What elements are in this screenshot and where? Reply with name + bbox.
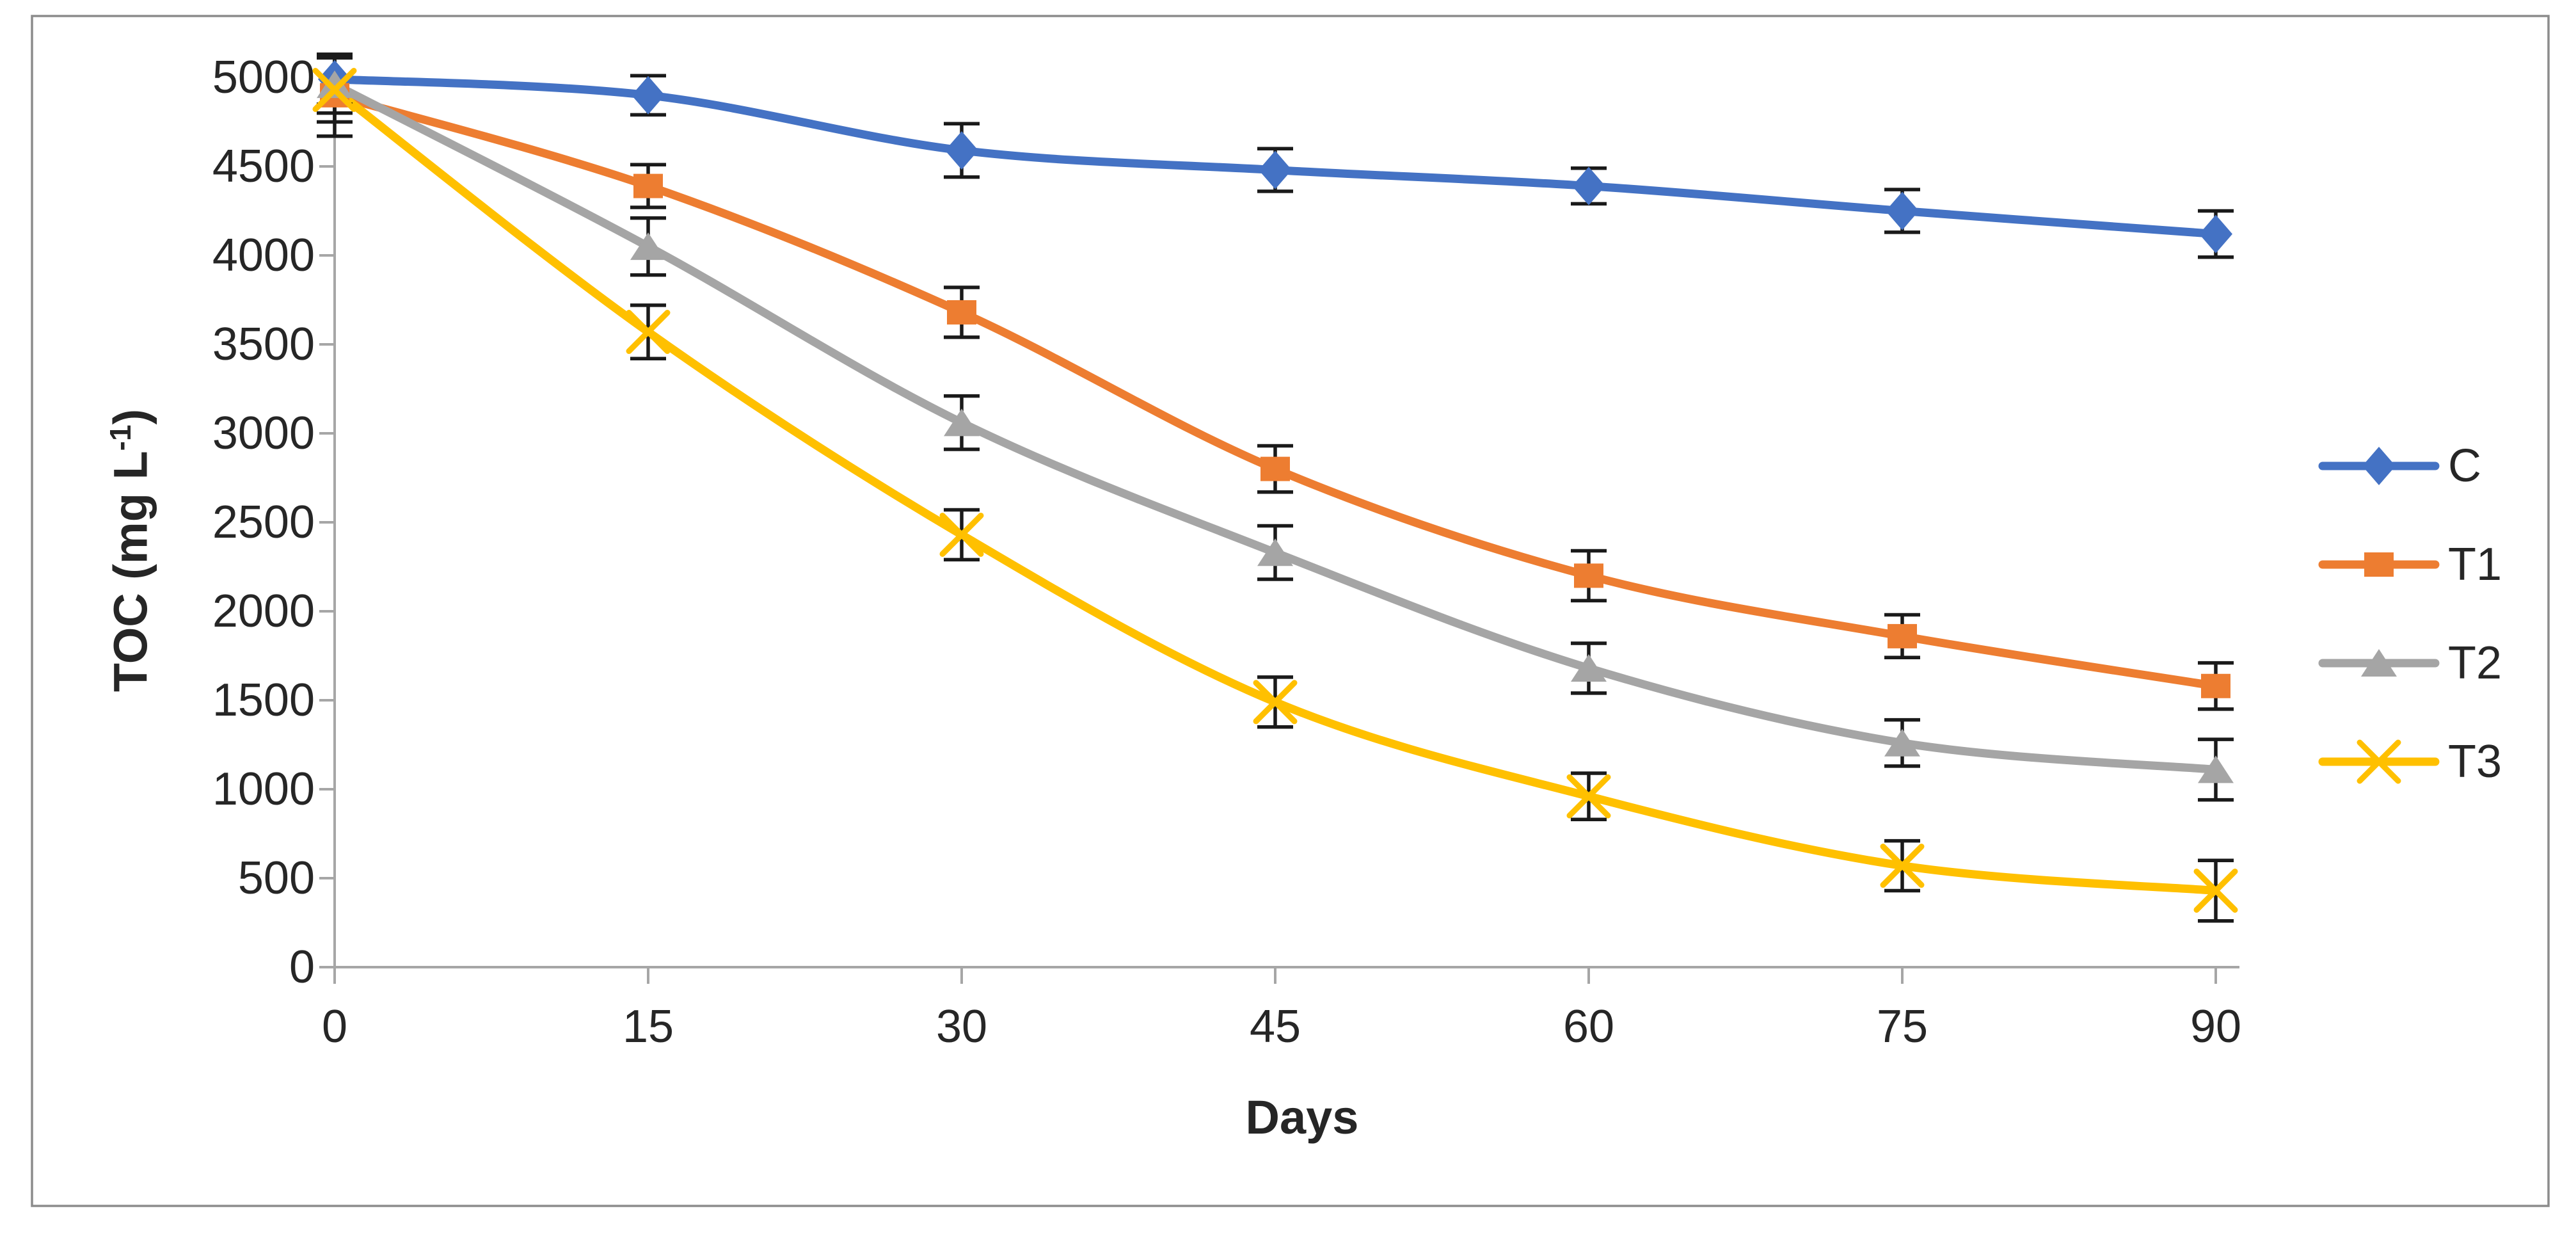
legend-marker-T3 bbox=[2357, 739, 2401, 784]
data-point-C-day45 bbox=[1259, 150, 1292, 189]
data-point-T2-day90 bbox=[2198, 755, 2234, 783]
error-bars bbox=[317, 52, 2234, 923]
data-point-C-day75 bbox=[1886, 191, 1919, 230]
axes: 0 500 1000 1500 2000 2500 3000 3500 4000 4500 5000… bbox=[212, 52, 2241, 1052]
data-point-T1-day75 bbox=[1888, 623, 1917, 648]
data-point-T3-day15-stroke2 bbox=[626, 310, 671, 355]
y-tick-label-2500: 2500 bbox=[212, 497, 315, 548]
y-tick-label-1500: 1500 bbox=[212, 675, 315, 726]
data-point-T2-day30 bbox=[944, 408, 980, 437]
legend-label-T1: T1 bbox=[2448, 539, 2502, 590]
data-point-C-day90 bbox=[2199, 214, 2232, 253]
data-point-T3-day30 bbox=[939, 512, 984, 557]
y-tick-label-3500: 3500 bbox=[212, 319, 315, 370]
y-tick-label-1000: 1000 bbox=[212, 764, 315, 815]
data-point-T3-day90-stroke2 bbox=[2193, 868, 2238, 913]
data-point-T3-day90 bbox=[2193, 868, 2238, 913]
x-tick-label-60: 60 bbox=[1563, 1001, 1614, 1052]
y-tick-label-2000: 2000 bbox=[212, 586, 315, 637]
data-point-T3-day0 bbox=[312, 67, 357, 112]
legend-label-C: C bbox=[2448, 440, 2481, 492]
data-point-T2-day0 bbox=[317, 70, 353, 99]
legend-marker-T3-stroke2 bbox=[2357, 739, 2401, 784]
y-tick-label-500: 500 bbox=[238, 853, 315, 904]
data-point-T2-day15 bbox=[630, 232, 666, 261]
data-point-T2-day60 bbox=[1571, 654, 1607, 682]
data-point-T3-day15 bbox=[626, 310, 671, 355]
legend-label-T3: T3 bbox=[2448, 736, 2502, 787]
legend-item-C: C bbox=[2318, 440, 2481, 492]
legend-item-T1: T1 bbox=[2318, 539, 2502, 590]
data-point-T1-day60 bbox=[1574, 563, 1603, 588]
data-point-T1-day45 bbox=[1260, 456, 1290, 481]
x-axis-title-text: Days bbox=[1245, 1091, 1359, 1144]
data-point-C-day30 bbox=[945, 131, 978, 170]
x-tick-label-30: 30 bbox=[936, 1001, 987, 1052]
legend-marker-T1 bbox=[2364, 552, 2394, 577]
data-point-T3-day30-stroke2 bbox=[939, 512, 984, 557]
data-point-T2-day45 bbox=[1257, 538, 1293, 566]
y-tick-label-4500: 4500 bbox=[212, 141, 315, 192]
x-tick-label-0: 0 bbox=[322, 1001, 347, 1052]
data-point-T3-day45 bbox=[1253, 680, 1298, 725]
y-axis-title-superscript: -1 bbox=[104, 424, 137, 451]
y-axis-title-close: ) bbox=[104, 408, 157, 425]
data-point-C-day60 bbox=[1572, 166, 1605, 205]
x-tick-label-75: 75 bbox=[1877, 1001, 1928, 1052]
chart-border bbox=[31, 15, 2550, 1207]
data-point-T3-day75-stroke2 bbox=[1880, 844, 1925, 888]
data-point-T3-day75 bbox=[1880, 844, 1925, 888]
y-tick-label-0: 0 bbox=[289, 942, 315, 993]
data-point-T3-day60 bbox=[1566, 774, 1611, 819]
x-tick-label-45: 45 bbox=[1250, 1001, 1301, 1052]
legend-item-T2: T2 bbox=[2318, 638, 2502, 689]
x-tick-label-90: 90 bbox=[2190, 1001, 2241, 1052]
x-axis-title: Days bbox=[982, 1088, 1622, 1147]
y-tick-label-3000: 3000 bbox=[212, 408, 315, 459]
data-point-C-day15 bbox=[632, 76, 665, 115]
data-point-T2-day75 bbox=[1884, 728, 1920, 757]
y-axis-title: TOC (mg L-1) bbox=[91, 262, 157, 839]
legend-marker-T2 bbox=[2361, 649, 2397, 677]
y-tick-label-4000: 4000 bbox=[212, 230, 315, 281]
y-axis-title-text: TOC (mg L bbox=[104, 451, 157, 693]
data-point-T1-day90 bbox=[2201, 673, 2230, 698]
series-markers bbox=[312, 60, 2238, 913]
data-point-T3-day60-stroke2 bbox=[1566, 774, 1611, 819]
legend-label-T2: T2 bbox=[2448, 638, 2502, 689]
legend-marker-C bbox=[2362, 447, 2396, 485]
y-tick-label-5000: 5000 bbox=[212, 52, 315, 103]
data-point-T1-day30 bbox=[947, 300, 976, 325]
legend: C T1 T2 T3 bbox=[2318, 440, 2502, 787]
legend-item-T3: T3 bbox=[2318, 736, 2502, 787]
data-point-T3-day45-stroke2 bbox=[1253, 680, 1298, 725]
data-point-T3-day0-stroke2 bbox=[312, 67, 357, 112]
data-point-T1-day15 bbox=[633, 173, 663, 198]
x-tick-label-15: 15 bbox=[623, 1001, 674, 1052]
